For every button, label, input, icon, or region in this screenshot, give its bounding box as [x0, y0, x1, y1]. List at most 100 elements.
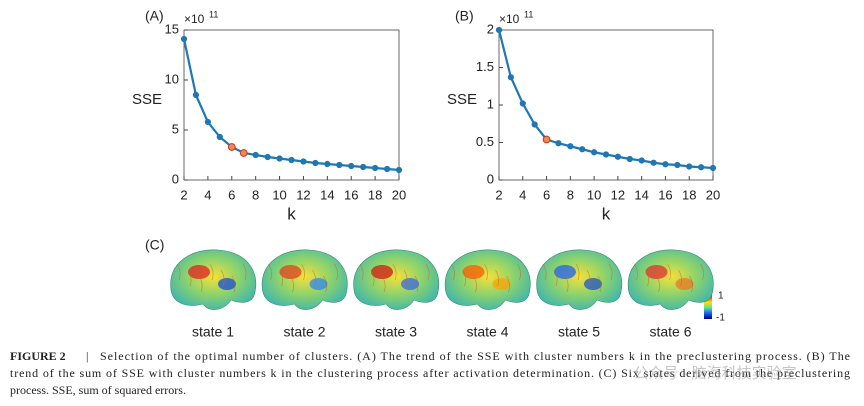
- sulcus: [597, 275, 602, 293]
- activation-blob: [462, 265, 485, 279]
- data-line: [497, 29, 714, 170]
- brain-shape: [444, 249, 531, 310]
- sulcus: [370, 269, 375, 287]
- state-label: state 4: [466, 324, 508, 340]
- marker: [276, 155, 283, 162]
- sulcus: [575, 263, 580, 281]
- data-line: [182, 38, 400, 172]
- marker: [674, 161, 681, 169]
- marker: [216, 133, 223, 141]
- x-tick-label: 18: [682, 187, 696, 202]
- caption-label: FIGURE 2: [10, 349, 66, 363]
- sulcus: [279, 269, 283, 287]
- sulcus: [268, 263, 272, 281]
- brain: [261, 249, 348, 310]
- colorbar-label: 1: [718, 291, 724, 302]
- marker: [204, 118, 211, 126]
- multiplier-exponent: 11: [524, 9, 533, 19]
- sulcus: [608, 263, 613, 281]
- panel-label: (C): [145, 237, 164, 253]
- marker: [531, 121, 538, 128]
- activation-blob: [584, 278, 602, 290]
- x-tick-label: 12: [296, 187, 310, 202]
- activation-blob: [401, 278, 419, 290]
- marker: [336, 161, 343, 169]
- marker: [252, 151, 259, 159]
- marker: [264, 153, 271, 161]
- sulcus: [656, 275, 660, 293]
- marker: [614, 153, 621, 160]
- sulcus: [700, 263, 704, 281]
- state-label: state 1: [192, 324, 234, 340]
- sulcus: [542, 263, 547, 281]
- activation-blob: [675, 278, 694, 290]
- sulcus: [451, 263, 455, 281]
- state-label: state 3: [375, 324, 417, 340]
- sulcus: [586, 269, 591, 287]
- y-axis-label: SSE: [132, 91, 162, 108]
- brain-shape: [170, 249, 257, 310]
- colorbar-label: -1: [716, 313, 725, 324]
- marker: [638, 157, 645, 164]
- sulcus: [462, 269, 466, 287]
- brain: [353, 249, 440, 310]
- x-tick-label: 14: [634, 187, 648, 202]
- sulcus: [290, 275, 294, 293]
- activation-blob: [279, 265, 302, 279]
- x-tick-label: 14: [320, 187, 334, 202]
- sulcus: [645, 269, 649, 287]
- state-label: state 6: [649, 324, 691, 340]
- x-tick-label: 20: [392, 187, 406, 202]
- y-tick-label: 0: [487, 171, 494, 186]
- y-tick-label: 0: [172, 171, 179, 186]
- sulcus: [381, 275, 386, 293]
- watermark: 公众号 · 脑海科技实验室: [633, 365, 796, 382]
- multiplier-base: ×10: [499, 12, 520, 26]
- y-tick-label: 1: [487, 96, 494, 111]
- state-label: state 2: [283, 324, 325, 340]
- marker: [495, 26, 503, 34]
- x-tick-label: 4: [519, 187, 526, 202]
- sulcus: [392, 263, 397, 281]
- sulcus: [414, 275, 419, 293]
- activation-blob: [188, 265, 210, 279]
- multiplier-exponent: 11: [209, 9, 218, 19]
- activation-blob: [645, 265, 668, 279]
- plot-area: [183, 29, 400, 181]
- brain: [170, 249, 257, 310]
- x-tick-label: 12: [611, 187, 625, 202]
- x-tick-label: 8: [567, 187, 574, 202]
- colorbar: [704, 291, 712, 319]
- sulcus: [506, 275, 510, 293]
- marker: [383, 165, 391, 173]
- sulcus: [517, 263, 521, 281]
- brain-shape: [627, 249, 714, 310]
- sulcus: [564, 275, 569, 293]
- highlight-marker: [542, 135, 551, 144]
- sulcus: [359, 263, 364, 281]
- marker: [507, 74, 514, 81]
- marker: [686, 163, 693, 170]
- x-tick-label: 20: [706, 187, 720, 202]
- marker: [300, 158, 307, 165]
- marker: [180, 35, 188, 43]
- x-tick-label: 10: [587, 187, 601, 202]
- y-tick-label: 15: [165, 21, 179, 36]
- marker: [555, 140, 562, 147]
- marker: [348, 162, 355, 170]
- sulcus: [209, 263, 214, 281]
- marker: [602, 151, 610, 158]
- y-axis-label: SSE: [447, 91, 477, 108]
- y-tick-label: 0.5: [476, 134, 494, 149]
- x-tick-label: 16: [658, 187, 672, 202]
- brain-shape: [353, 249, 440, 310]
- marker: [567, 143, 574, 150]
- marker: [591, 149, 598, 156]
- activation-blob: [218, 278, 236, 290]
- marker: [698, 164, 705, 171]
- sulcus: [634, 263, 638, 281]
- sulcus: [689, 275, 693, 293]
- caption-separator: |: [86, 349, 88, 363]
- sulcus: [667, 263, 671, 281]
